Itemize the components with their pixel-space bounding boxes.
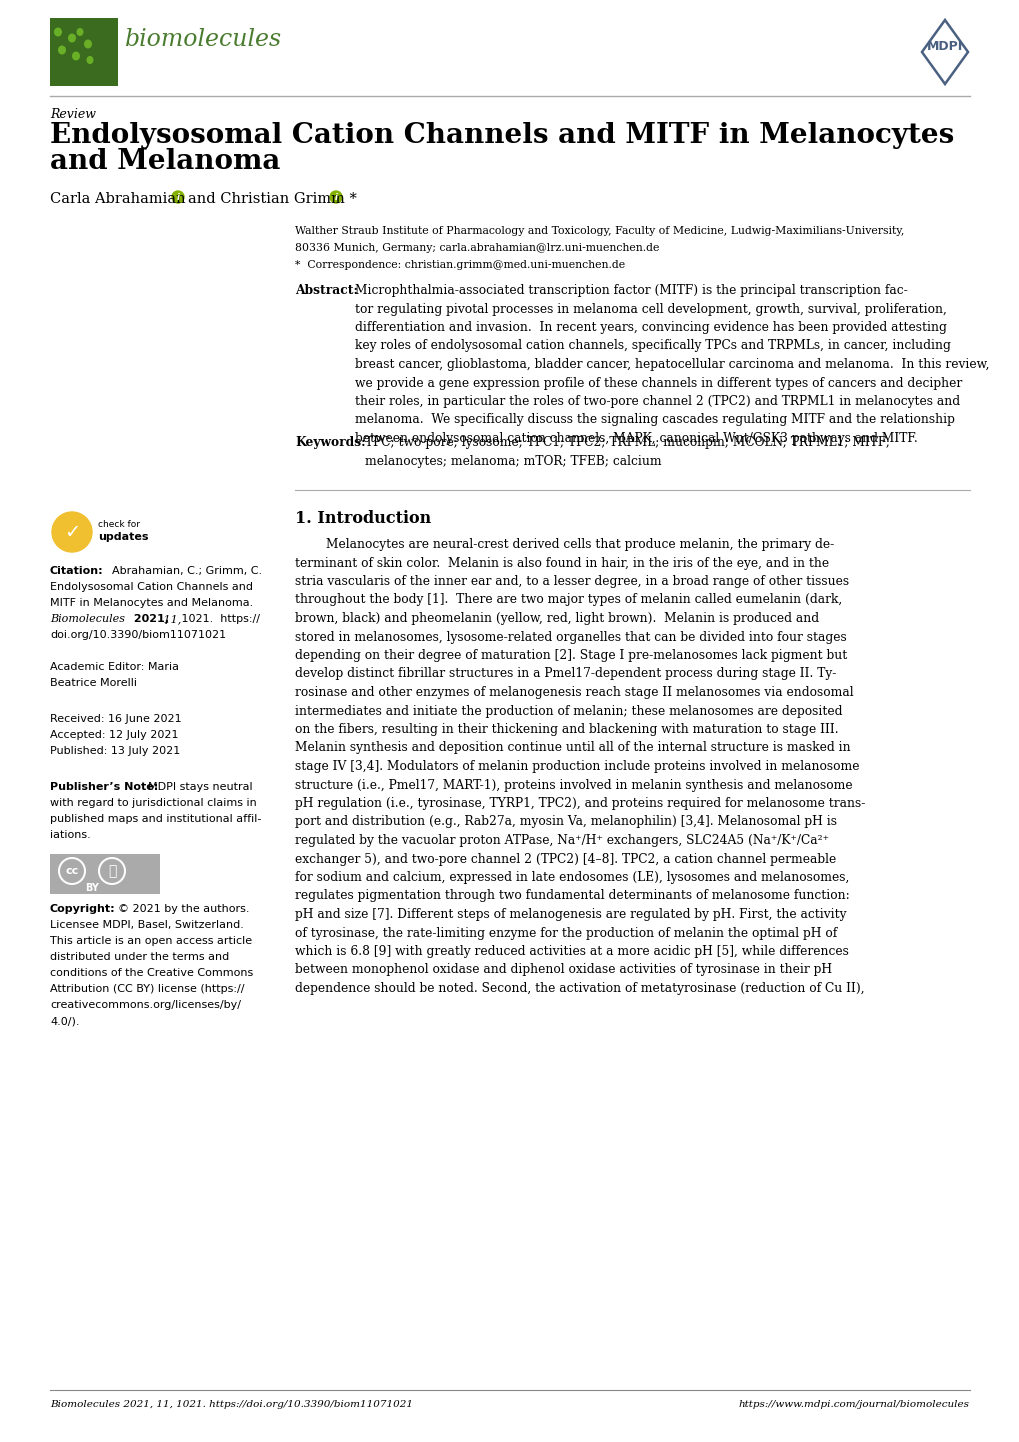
Text: ✓: ✓ <box>64 522 81 542</box>
Text: conditions of the Creative Commons: conditions of the Creative Commons <box>50 968 253 978</box>
Circle shape <box>52 512 92 552</box>
Text: i: i <box>176 192 179 202</box>
Text: © 2021 by the authors.: © 2021 by the authors. <box>118 904 250 914</box>
Text: 80336 Munich, Germany; carla.abrahamian@lrz.uni-muenchen.de: 80336 Munich, Germany; carla.abrahamian@… <box>294 244 658 252</box>
Text: updates: updates <box>98 532 149 542</box>
Circle shape <box>58 857 86 885</box>
Ellipse shape <box>84 39 92 49</box>
Text: Published: 13 July 2021: Published: 13 July 2021 <box>50 746 180 756</box>
Text: Publisher’s Note:: Publisher’s Note: <box>50 782 158 792</box>
Text: 1021.  https://: 1021. https:// <box>178 614 260 624</box>
Text: check for: check for <box>98 521 140 529</box>
Text: 4.0/).: 4.0/). <box>50 1017 79 1027</box>
Text: 1. Introduction: 1. Introduction <box>294 510 431 526</box>
Text: with regard to jurisdictional claims in: with regard to jurisdictional claims in <box>50 797 257 808</box>
Text: BY: BY <box>85 883 99 893</box>
Text: distributed under the terms and: distributed under the terms and <box>50 952 229 962</box>
Text: MDPI: MDPI <box>926 40 962 53</box>
Text: Endolysosomal Cation Channels and MITF in Melanocytes: Endolysosomal Cation Channels and MITF i… <box>50 123 954 149</box>
Text: 11,: 11, <box>160 614 181 624</box>
Text: cc: cc <box>65 867 78 875</box>
Ellipse shape <box>58 46 66 55</box>
Circle shape <box>98 857 126 885</box>
FancyBboxPatch shape <box>50 17 118 87</box>
Circle shape <box>100 859 124 883</box>
Text: MDPI stays neutral: MDPI stays neutral <box>148 782 253 792</box>
Text: Licensee MDPI, Basel, Switzerland.: Licensee MDPI, Basel, Switzerland. <box>50 920 244 930</box>
Text: 2021,: 2021, <box>129 614 169 624</box>
FancyBboxPatch shape <box>50 854 160 894</box>
Text: Carla Abrahamian: Carla Abrahamian <box>50 192 185 206</box>
Text: Citation:: Citation: <box>50 567 104 575</box>
Ellipse shape <box>87 56 94 63</box>
Text: Accepted: 12 July 2021: Accepted: 12 July 2021 <box>50 730 178 740</box>
Circle shape <box>172 190 183 203</box>
Text: Received: 16 June 2021: Received: 16 June 2021 <box>50 714 181 724</box>
Text: creativecommons.org/licenses/by/: creativecommons.org/licenses/by/ <box>50 999 240 1009</box>
Text: Review: Review <box>50 108 96 121</box>
Ellipse shape <box>68 33 76 42</box>
Text: biomolecules: biomolecules <box>125 27 282 50</box>
Text: i: i <box>334 192 337 202</box>
Text: Biomolecules: Biomolecules <box>50 614 125 624</box>
Text: published maps and institutional affil-: published maps and institutional affil- <box>50 813 261 823</box>
Circle shape <box>60 859 84 883</box>
Text: Walther Straub Institute of Pharmacology and Toxicology, Faculty of Medicine, Lu: Walther Straub Institute of Pharmacology… <box>294 226 904 236</box>
Text: *  Correspondence: christian.grimm@med.uni-muenchen.de: * Correspondence: christian.grimm@med.un… <box>294 260 625 270</box>
Text: Biomolecules 2021, 11, 1021. https://doi.org/10.3390/biom11071021: Biomolecules 2021, 11, 1021. https://doi… <box>50 1400 413 1409</box>
Text: Abstract:: Abstract: <box>294 284 358 297</box>
Ellipse shape <box>76 27 84 36</box>
Text: Microphthalmia-associated transcription factor (MITF) is the principal transcrip: Microphthalmia-associated transcription … <box>355 284 988 446</box>
Text: Abrahamian, C.; Grimm, C.: Abrahamian, C.; Grimm, C. <box>112 567 262 575</box>
Text: Academic Editor: Maria: Academic Editor: Maria <box>50 662 178 672</box>
Text: and Melanoma: and Melanoma <box>50 149 280 174</box>
Circle shape <box>330 190 341 203</box>
Text: Keywords:: Keywords: <box>294 435 365 448</box>
Text: Endolysosomal Cation Channels and: Endolysosomal Cation Channels and <box>50 583 253 593</box>
Text: https://www.mdpi.com/journal/biomolecules: https://www.mdpi.com/journal/biomolecule… <box>739 1400 969 1409</box>
Text: This article is an open access article: This article is an open access article <box>50 936 252 946</box>
Text: Beatrice Morelli: Beatrice Morelli <box>50 678 137 688</box>
Text: Attribution (CC BY) license (https://: Attribution (CC BY) license (https:// <box>50 983 245 994</box>
Ellipse shape <box>72 52 79 61</box>
Text: Copyright:: Copyright: <box>50 904 115 914</box>
Ellipse shape <box>54 27 62 36</box>
Text: MITF in Melanocytes and Melanoma.: MITF in Melanocytes and Melanoma. <box>50 598 253 609</box>
Text: and Christian Grimm *: and Christian Grimm * <box>187 192 357 206</box>
Text: Melanocytes are neural-crest derived cells that produce melanin, the primary de-: Melanocytes are neural-crest derived cel… <box>294 538 864 995</box>
Text: Ⓘ: Ⓘ <box>108 864 116 878</box>
Text: doi.org/10.3390/biom11071021: doi.org/10.3390/biom11071021 <box>50 630 226 640</box>
Text: iations.: iations. <box>50 831 91 841</box>
Text: TPC; two-pore; lysosome; TPC1; TPC2; TRPML; mucolipin; MCOLN; TRPML1; MITF;
mela: TPC; two-pore; lysosome; TPC1; TPC2; TRP… <box>365 435 890 467</box>
